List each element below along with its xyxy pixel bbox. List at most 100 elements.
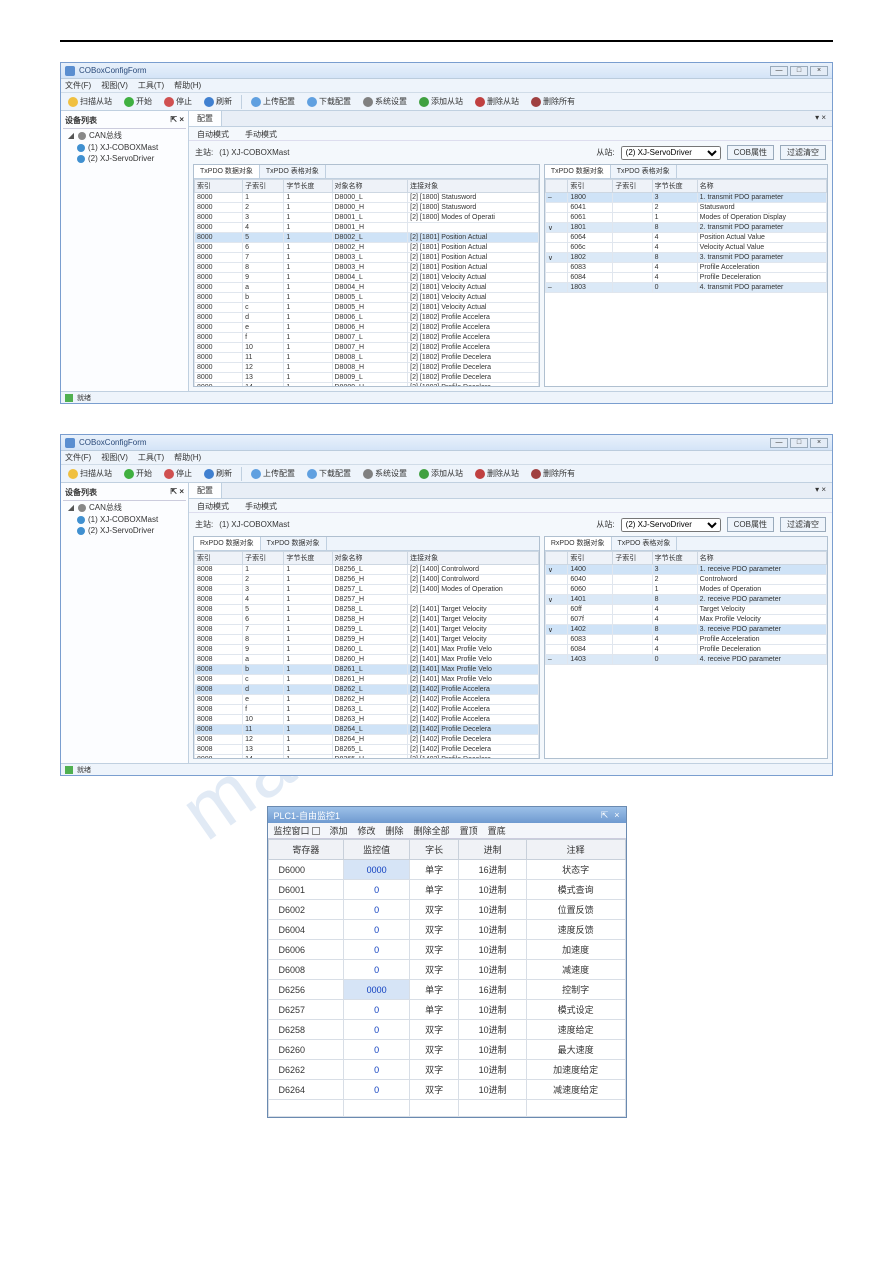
subtab-txpdo-data-r[interactable]: TxPDO 数据对象 xyxy=(545,165,611,178)
plc-toolbar-item[interactable]: 添加 xyxy=(330,824,348,837)
plc-titlebar[interactable]: PLC1-自由监控1 ⇱× xyxy=(268,807,626,823)
table-row[interactable]: 8008a1D8260_H[2] [1401] Max Profile Velo xyxy=(195,655,539,665)
filter-clear-button[interactable]: 过滤清空 xyxy=(780,517,826,532)
table-row[interactable]: 8008d1D8262_L[2] [1402] Profile Accelera xyxy=(195,685,539,695)
table-row[interactable]: 60402Controlword xyxy=(545,575,826,585)
column-header[interactable]: 字节长度 xyxy=(284,552,332,565)
tree-root[interactable]: ◢CAN总线 xyxy=(63,129,186,142)
table-row[interactable]: 8008141D8265_H[2] [1402] Profile Deceler… xyxy=(195,755,539,759)
titlebar[interactable]: COBoxConfigForm — □ × xyxy=(61,435,832,451)
filter-clear-button[interactable]: 过滤清空 xyxy=(780,145,826,160)
column-header[interactable]: 进制 xyxy=(459,840,527,860)
plc-row[interactable]: D62580双字10进制速度给定 xyxy=(268,1020,625,1040)
table-row[interactable]: 60611Modes of Operation Display xyxy=(545,213,826,223)
plc-toolbar-item[interactable]: 修改 xyxy=(358,824,376,837)
plc-row[interactable]: D60060双字10进制加速度 xyxy=(268,940,625,960)
table-row[interactable]: 60412Statusword xyxy=(545,203,826,213)
subtab-txpdo-data[interactable]: TxPDO 数据对象 xyxy=(261,537,327,550)
column-header[interactable]: 子索引 xyxy=(613,552,652,565)
pin-icon[interactable]: ⇱ × xyxy=(170,487,184,498)
table-row[interactable]: 8008b1D8261_L[2] [1401] Max Profile Velo xyxy=(195,665,539,675)
subtab-rxpdo-data[interactable]: RxPDO 数据对象 xyxy=(194,537,261,550)
table-row[interactable]: –140304. receive PDO parameter xyxy=(545,655,826,665)
column-header[interactable]: 子索引 xyxy=(613,180,652,193)
column-header[interactable]: 子索引 xyxy=(243,180,284,193)
table-row[interactable]: ∨180182. transmit PDO parameter xyxy=(545,223,826,233)
subtab-txpdo-table-r[interactable]: TxPDO 表格对象 xyxy=(612,537,678,550)
plc-row[interactable]: D62560000单字16进制控制字 xyxy=(268,980,625,1000)
table-row[interactable]: 800881D8259_H[2] [1401] Target Velocity xyxy=(195,635,539,645)
table-row[interactable]: 800061D8002_H[2] [1801] Position Actual xyxy=(195,243,539,253)
table-row[interactable]: 60844Profile Deceleration xyxy=(545,645,826,655)
toolbar-button[interactable]: 上传配置 xyxy=(248,467,298,480)
column-header[interactable]: 索引 xyxy=(568,180,613,193)
menu-item[interactable]: 视图(V) xyxy=(101,80,128,91)
table-row[interactable]: 8008121D8264_H[2] [1402] Profile Deceler… xyxy=(195,735,539,745)
close-button[interactable]: × xyxy=(810,438,828,448)
tree-root[interactable]: ◢CAN总线 xyxy=(63,501,186,514)
tab-close-icon[interactable]: ▾ × xyxy=(809,483,832,498)
toolbar-button[interactable]: 添加从站 xyxy=(416,467,466,480)
toolbar-button[interactable]: 刷新 xyxy=(201,467,235,480)
table-row[interactable]: 800041D8001_H xyxy=(195,223,539,233)
cob-properties-button[interactable]: COB属性 xyxy=(727,145,774,160)
table-row[interactable]: 800841D8257_H xyxy=(195,595,539,605)
column-header[interactable]: 索引 xyxy=(195,552,243,565)
table-row[interactable]: 606c4Velocity Actual Value xyxy=(545,243,826,253)
table-row[interactable]: ∨140283. receive PDO parameter xyxy=(545,625,826,635)
tree-node-slave[interactable]: (2) XJ-ServoDriver xyxy=(63,153,186,164)
plc-row[interactable]: D60080双字10进制减速度 xyxy=(268,960,625,980)
column-header[interactable]: 寄存器 xyxy=(268,840,344,860)
plc-row[interactable]: D60040双字10进制速度反馈 xyxy=(268,920,625,940)
table-row[interactable]: 800871D8259_L[2] [1401] Target Velocity xyxy=(195,625,539,635)
menu-item[interactable]: 文件(F) xyxy=(65,452,91,463)
toolbar-button[interactable]: 删除从站 xyxy=(472,467,522,480)
tab-close-icon[interactable]: ▾ × xyxy=(809,111,832,126)
column-header[interactable]: 名称 xyxy=(697,180,826,193)
table-row[interactable]: 8000e1D8006_H[2] [1802] Profile Accelera xyxy=(195,323,539,333)
table-row[interactable]: 800031D8001_L[2] [1800] Modes of Operati xyxy=(195,213,539,223)
table-row[interactable]: 800051D8002_L[2] [1801] Position Actual xyxy=(195,233,539,243)
table-row[interactable]: 60834Profile Acceleration xyxy=(545,263,826,273)
menu-item[interactable]: 帮助(H) xyxy=(174,80,201,91)
table-row[interactable]: 8000121D8008_H[2] [1802] Profile Deceler… xyxy=(195,363,539,373)
table-row[interactable]: ∨180283. transmit PDO parameter xyxy=(545,253,826,263)
table-row[interactable]: 8008131D8265_L[2] [1402] Profile Deceler… xyxy=(195,745,539,755)
plc-row[interactable]: D62620双字10进制加速度给定 xyxy=(268,1060,625,1080)
table-row[interactable]: 800091D8004_L[2] [1801] Velocity Actual xyxy=(195,273,539,283)
plc-toolbar-item[interactable]: 删除 xyxy=(386,824,404,837)
tree-node-master[interactable]: (1) XJ-COBOXMast xyxy=(63,142,186,153)
titlebar[interactable]: COBoxConfigForm — □ × xyxy=(61,63,832,79)
table-row[interactable]: 800811D8256_L[2] [1400] Controlword xyxy=(195,565,539,575)
table-row[interactable]: 8008101D8263_H[2] [1402] Profile Acceler… xyxy=(195,715,539,725)
table-row[interactable]: 800851D8258_L[2] [1401] Target Velocity xyxy=(195,605,539,615)
toolbar-button[interactable]: 添加从站 xyxy=(416,95,466,108)
column-header[interactable]: 字节长度 xyxy=(652,180,697,193)
toolbar-button[interactable]: 系统设置 xyxy=(360,467,410,480)
tab-manual-mode[interactable]: 手动模式 xyxy=(241,501,281,510)
column-header[interactable]: 连接对象 xyxy=(408,180,539,193)
plc-row[interactable]: D60010单字10进制模式查询 xyxy=(268,880,625,900)
plc-row[interactable]: D62600双字10进制最大速度 xyxy=(268,1040,625,1060)
tree-node-master[interactable]: (1) XJ-COBOXMast xyxy=(63,514,186,525)
table-row[interactable]: 800071D8003_L[2] [1801] Position Actual xyxy=(195,253,539,263)
tab-manual-mode[interactable]: 手动模式 xyxy=(241,129,281,138)
close-button[interactable]: × xyxy=(810,66,828,76)
column-header[interactable]: 连接对象 xyxy=(408,552,539,565)
pin-icon[interactable]: ⇱ × xyxy=(170,115,184,126)
pin-icon[interactable]: ⇱ xyxy=(601,810,609,821)
table-row[interactable]: 607f4Max Profile Velocity xyxy=(545,615,826,625)
table-row[interactable]: ∨140182. receive PDO parameter xyxy=(545,595,826,605)
table-row[interactable]: 8000141D8009_H[2] [1802] Profile Deceler… xyxy=(195,383,539,387)
toolbar-button[interactable]: 停止 xyxy=(161,95,195,108)
table-row[interactable]: 8000b1D8005_L[2] [1801] Velocity Actual xyxy=(195,293,539,303)
table-row[interactable]: 800081D8003_H[2] [1801] Position Actual xyxy=(195,263,539,273)
table-row[interactable]: 800011D8000_L[2] [1800] Statusword xyxy=(195,193,539,203)
plc-row[interactable]: D62640双字10进制减速度给定 xyxy=(268,1080,625,1100)
menu-item[interactable]: 工具(T) xyxy=(138,80,164,91)
plc-row[interactable]: D60000000单字16进制状态字 xyxy=(268,860,625,880)
table-row[interactable]: 8000f1D8007_L[2] [1802] Profile Accelera xyxy=(195,333,539,343)
column-header[interactable]: 注释 xyxy=(526,840,625,860)
column-header[interactable]: 字节长度 xyxy=(652,552,697,565)
table-row[interactable]: 800861D8258_H[2] [1401] Target Velocity xyxy=(195,615,539,625)
